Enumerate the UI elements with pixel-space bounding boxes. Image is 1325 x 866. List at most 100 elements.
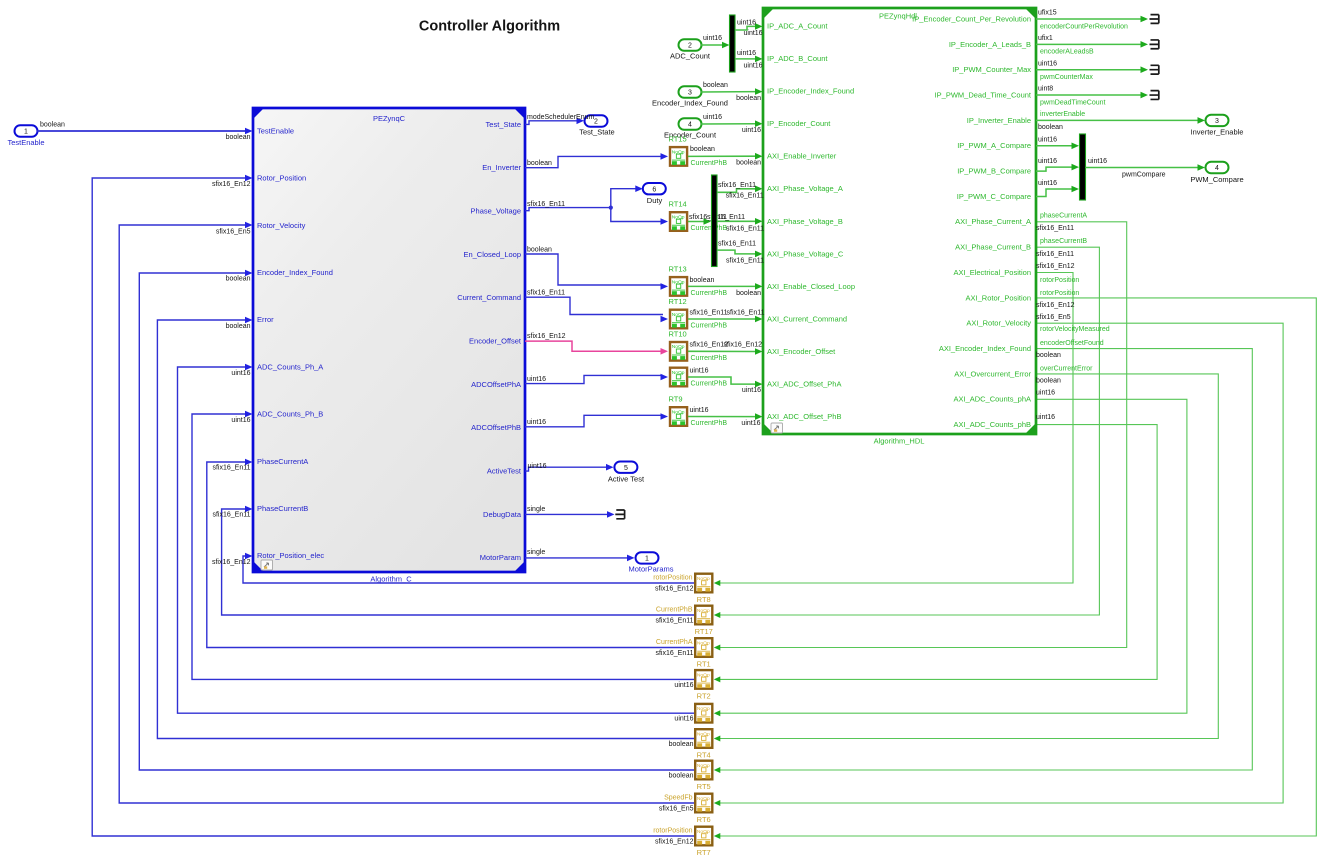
svg-text:MotorParam: MotorParam (480, 553, 521, 562)
svg-text:ufix1: ufix1 (1038, 35, 1053, 42)
svg-text:CurrentPhB: CurrentPhB (691, 355, 728, 362)
svg-text:pwmDeadTimeCount: pwmDeadTimeCount (1040, 99, 1106, 106)
svg-text:uint16: uint16 (231, 370, 250, 377)
svg-text:uint16: uint16 (231, 417, 250, 424)
svg-text:sfix16_En12: sfix16_En12 (1036, 302, 1075, 309)
svg-text:AXI_ADC_Offset_PhB: AXI_ADC_Offset_PhB (767, 412, 841, 421)
svg-text:ADCOffsetPhB: ADCOffsetPhB (471, 423, 521, 432)
svg-text:NoOp: NoOp (672, 312, 685, 318)
svg-text:AXI_Encoder_Offset: AXI_Encoder_Offset (767, 347, 836, 356)
svg-text:En_Closed_Loop: En_Closed_Loop (463, 250, 521, 259)
svg-text:AXI_Phase_Current_B: AXI_Phase_Current_B (955, 243, 1031, 252)
svg-text:NoOp: NoOp (672, 370, 685, 376)
svg-text:NoOp: NoOp (697, 640, 710, 646)
svg-text:boolean: boolean (736, 290, 761, 297)
svg-text:single: single (527, 549, 545, 556)
svg-text:Test_State: Test_State (486, 120, 521, 129)
svg-text:RT4: RT4 (697, 751, 711, 760)
svg-text:sfix16_En11: sfix16_En11 (707, 214, 745, 221)
svg-text:sfix16_En11: sfix16_En11 (726, 258, 764, 265)
svg-text:IP_PWM_Counter_Max: IP_PWM_Counter_Max (952, 65, 1031, 74)
svg-text:PEZynqHdl: PEZynqHdl (879, 12, 917, 21)
svg-text:AXI_Enable_Inverter: AXI_Enable_Inverter (767, 152, 837, 161)
svg-text:uint16: uint16 (1088, 158, 1107, 165)
svg-text:modeSchedulerEnum: modeSchedulerEnum (527, 114, 594, 121)
svg-text:Algorithm_C: Algorithm_C (370, 575, 412, 584)
svg-text:sfix16_En11: sfix16_En11 (718, 241, 756, 248)
svg-text:boolean: boolean (736, 95, 761, 102)
svg-text:AXI_Current_Command: AXI_Current_Command (767, 314, 847, 323)
svg-text:RT9: RT9 (669, 395, 683, 404)
svg-text:phaseCurrentB: phaseCurrentB (1040, 238, 1087, 245)
svg-text:IP_PWM_B_Compare: IP_PWM_B_Compare (957, 167, 1031, 176)
svg-text:sfix16_En11: sfix16_En11 (655, 650, 693, 657)
svg-text:NoOp: NoOp (697, 796, 710, 802)
svg-text:IP_Inverter_Enable: IP_Inverter_Enable (967, 116, 1031, 125)
svg-text:uint16: uint16 (742, 387, 761, 394)
svg-text:sfix16_En12: sfix16_En12 (1036, 263, 1075, 270)
svg-text:sfix16_En11: sfix16_En11 (689, 214, 727, 221)
svg-text:IP_ADC_B_Count: IP_ADC_B_Count (767, 54, 828, 63)
svg-text:AXI_Encoder_Index_Found: AXI_Encoder_Index_Found (939, 344, 1031, 353)
svg-text:6: 6 (652, 186, 656, 193)
svg-text:boolean: boolean (736, 160, 761, 167)
svg-text:Test_State: Test_State (579, 128, 614, 137)
svg-text:RT6: RT6 (697, 815, 711, 824)
svg-text:Inverter_Enable: Inverter_Enable (1191, 128, 1244, 137)
svg-text:boolean: boolean (40, 122, 65, 129)
svg-text:AXI_Electrical_Position: AXI_Electrical_Position (953, 268, 1031, 277)
svg-text:En_Inverter: En_Inverter (482, 163, 521, 172)
svg-text:RT7: RT7 (697, 848, 711, 857)
svg-text:CurrentPhB: CurrentPhB (691, 323, 728, 330)
svg-text:rotorPosition: rotorPosition (653, 575, 692, 582)
svg-text:RT14: RT14 (669, 200, 687, 209)
svg-text:sfix16_En11: sfix16_En11 (212, 464, 250, 471)
svg-text:sfix16_En11: sfix16_En11 (726, 193, 764, 200)
svg-text:sfix16_En12: sfix16_En12 (212, 181, 251, 188)
svg-text:sfix16_En11: sfix16_En11 (527, 201, 565, 208)
svg-text:ADC_Counts_Ph_B: ADC_Counts_Ph_B (257, 410, 323, 419)
svg-text:NoOp: NoOp (672, 409, 685, 415)
svg-text:Rotor_Position_elec: Rotor_Position_elec (257, 551, 324, 560)
svg-text:uint16: uint16 (744, 63, 763, 70)
svg-text:MotorParams: MotorParams (628, 565, 673, 574)
svg-text:sfix16_En5: sfix16_En5 (1036, 314, 1071, 321)
svg-text:sfix16_En11: sfix16_En11 (1036, 225, 1074, 232)
svg-text:RT5: RT5 (697, 782, 711, 791)
svg-text:PhaseCurrentA: PhaseCurrentA (257, 457, 308, 466)
svg-text:AXI_Enable_Closed_Loop: AXI_Enable_Closed_Loop (767, 282, 855, 291)
svg-text:ADCOffsetPhA: ADCOffsetPhA (471, 380, 521, 389)
svg-text:RT13: RT13 (669, 264, 687, 273)
svg-text:uint16: uint16 (1038, 158, 1057, 165)
svg-text:sfix16_En11: sfix16_En11 (726, 226, 764, 233)
svg-text:uint16: uint16 (1038, 60, 1057, 67)
svg-text:NoOp: NoOp (672, 344, 685, 350)
svg-text:sfix16_En11: sfix16_En11 (690, 309, 728, 316)
svg-text:rotorPosition: rotorPosition (1040, 290, 1079, 297)
svg-text:PWM_Compare: PWM_Compare (1190, 175, 1243, 184)
svg-text:boolean: boolean (690, 277, 715, 284)
svg-text:uint8: uint8 (1038, 86, 1053, 93)
svg-text:ADC_Counts_Ph_A: ADC_Counts_Ph_A (257, 362, 323, 371)
svg-text:AXI_ADC_Counts_phA: AXI_ADC_Counts_phA (953, 395, 1031, 404)
svg-text:Algorithm_HDL: Algorithm_HDL (874, 437, 925, 446)
svg-text:NoOp: NoOp (697, 608, 710, 614)
svg-text:CurrentPhB: CurrentPhB (691, 290, 728, 297)
svg-text:IP_PWM_Dead_Time_Count: IP_PWM_Dead_Time_Count (935, 90, 1032, 99)
svg-text:1: 1 (645, 556, 649, 563)
svg-text:boolean: boolean (1038, 124, 1063, 131)
svg-text:IP_Encoder_Count_Per_Revolutio: IP_Encoder_Count_Per_Revolution (912, 14, 1031, 23)
svg-text:IP_ADC_A_Count: IP_ADC_A_Count (767, 21, 828, 30)
svg-text:IP_PWM_C_Compare: IP_PWM_C_Compare (957, 192, 1031, 201)
svg-text:sfix16_En11: sfix16_En11 (727, 309, 765, 316)
svg-text:single: single (527, 506, 545, 513)
svg-text:IP_Encoder_Index_Found: IP_Encoder_Index_Found (767, 87, 854, 96)
svg-text:sfix16_En11: sfix16_En11 (527, 290, 565, 297)
svg-text:Encoder_Index_Found: Encoder_Index_Found (257, 268, 333, 277)
svg-text:sfix16_En5: sfix16_En5 (216, 228, 251, 235)
svg-text:TestEnable: TestEnable (257, 126, 294, 135)
svg-text:Rotor_Position: Rotor_Position (257, 174, 306, 183)
svg-text:sfix16_En11: sfix16_En11 (212, 512, 250, 519)
svg-text:sfix16_En12: sfix16_En12 (212, 559, 251, 566)
svg-text:2: 2 (688, 43, 692, 50)
